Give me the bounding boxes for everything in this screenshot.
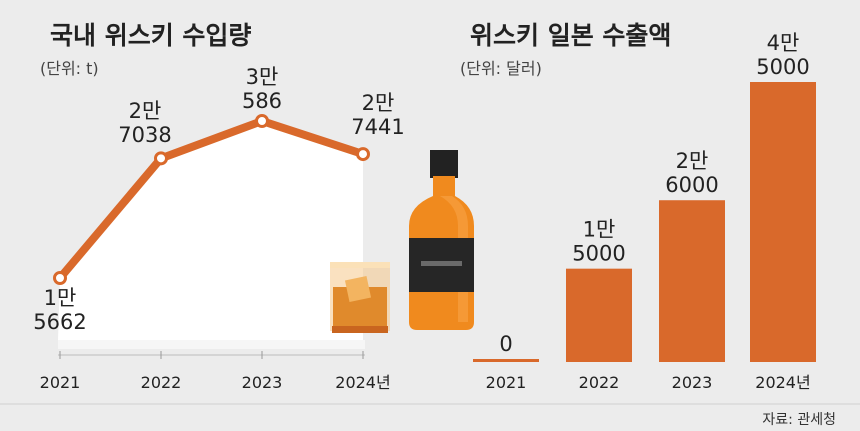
- bar-2021: [473, 359, 539, 362]
- bar-value-label-2024-1: 5000: [756, 55, 809, 79]
- line-x-label-2023: 2023: [242, 373, 283, 392]
- line-value-label-2022-1: 7038: [118, 123, 171, 147]
- bar-value-label-2022-0: 1만: [583, 218, 616, 242]
- bar-x-label-2024: 2024년: [755, 373, 810, 392]
- line-x-label-2022: 2022: [141, 373, 182, 392]
- line-points: [53, 114, 370, 285]
- whisky-glass-icon: [330, 262, 390, 333]
- bar-x-label-2023: 2023: [672, 373, 713, 392]
- line-value-label-2024-1: 7441: [351, 115, 404, 139]
- line-value-label-2021-0: 1만: [44, 286, 77, 310]
- bar-2022: [566, 268, 632, 362]
- bar-x-label-2021: 2021: [486, 373, 527, 392]
- whisky-bottle-icon: [409, 150, 474, 330]
- bar-chart-panel: 위스키 일본 수출액 (단위: 달러) 01만50002만60004만5000 …: [460, 21, 816, 392]
- line-value-label-2023-1: 586: [242, 89, 282, 113]
- line-chart-area: [58, 121, 363, 340]
- line-x-label-2024: 2024년: [335, 373, 390, 392]
- line-x-label-2021: 2021: [40, 373, 81, 392]
- bar-value-label-2022-1: 5000: [572, 242, 625, 266]
- line-point-2021: [53, 271, 67, 285]
- line-x-labels: 2021 2022 2023 2024년: [40, 373, 391, 392]
- line-point-2024: [356, 147, 370, 162]
- line-value-label-2023-0: 3만: [246, 65, 279, 89]
- line-chart-unit: (단위: t): [40, 59, 99, 78]
- bar-2024: [750, 82, 816, 362]
- line-chart-floor: [58, 340, 365, 349]
- bars: [473, 82, 816, 362]
- line-value-label-2024-0: 2만: [362, 91, 395, 115]
- line-chart-title: 국내 위스키 수입량: [50, 21, 251, 50]
- line-point-2022: [154, 151, 168, 166]
- line-value-label-2021-1: 5662: [33, 310, 86, 334]
- bar-value-label-2023-1: 6000: [665, 173, 718, 197]
- source-label: 자료: 관세청: [762, 412, 836, 428]
- bar-value-label-2023-0: 2만: [676, 149, 709, 173]
- line-series: [56, 117, 367, 282]
- bar-chart-unit: (단위: 달러): [460, 59, 542, 78]
- bar-x-label-2022: 2022: [579, 373, 620, 392]
- bar-x-labels: 2021 2022 2023 2024년: [486, 373, 811, 392]
- line-value-label-2022-0: 2만: [129, 99, 162, 123]
- bar-2023: [659, 200, 725, 362]
- bar-value-label-2021-0: 0: [499, 332, 512, 356]
- line-chart-x-ticks: [59, 351, 364, 359]
- bar-chart-title: 위스키 일본 수출액: [470, 21, 671, 50]
- line-point-2023: [255, 114, 269, 128]
- bar-value-label-2024-0: 4만: [767, 31, 800, 55]
